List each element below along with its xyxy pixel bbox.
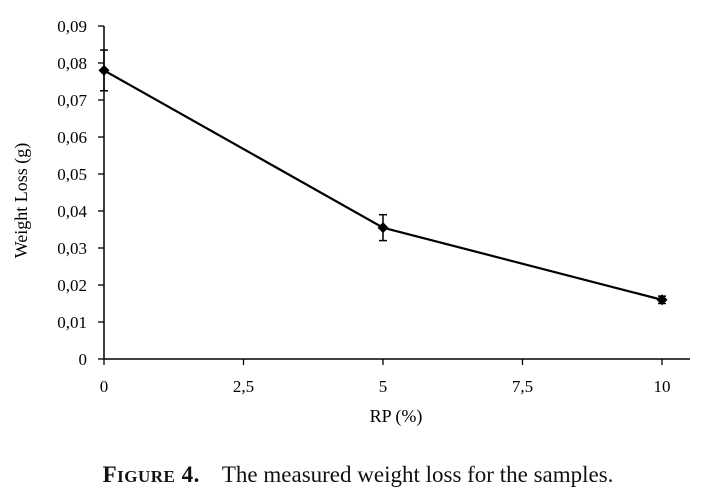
x-tick-label: 10 [654, 377, 671, 396]
series-layer [98, 49, 668, 306]
y-tick-label: 0 [79, 350, 88, 369]
y-ticks: 0 0,01 0,02 0,03 0,04 0,05 0,06 0,07 0,08 0,09 [57, 17, 104, 369]
y-tick-label: 0,03 [57, 239, 87, 258]
series-line [103, 69, 663, 301]
data-point-marker [98, 64, 110, 76]
x-tick-label: 2,5 [233, 377, 254, 396]
x-axis-title: RP (%) [370, 406, 423, 427]
line-chart: 0 0,01 0,02 0,03 0,04 0,05 0,06 0,07 0,08 0,09 0 2… [11, 17, 690, 427]
y-tick-label: 0,08 [57, 54, 87, 73]
y-tick-label: 0,01 [57, 313, 87, 332]
y-tick-label: 0,07 [57, 91, 87, 110]
data-point-marker [656, 294, 668, 306]
x-tick-label: 7,5 [512, 377, 533, 396]
figure-caption-text: The measured weight loss for the samples… [221, 462, 614, 487]
y-axis-title: Weight Loss (g) [11, 143, 32, 259]
y-tick-label: 0,02 [57, 276, 87, 295]
figure-label-number: 4. [181, 462, 200, 487]
axes [103, 26, 690, 360]
y-tick-label: 0,09 [57, 17, 87, 36]
figure-label: FIGURE 4. [103, 462, 200, 487]
figure-caption: FIGURE 4. The measured weight loss for th… [0, 462, 716, 488]
y-tick-label: 0,04 [57, 202, 87, 221]
x-tick-label: 0 [100, 377, 109, 396]
x-tick-label: 5 [379, 377, 388, 396]
figure-label-smallcaps: IGURE [117, 467, 176, 486]
data-point-marker [377, 222, 389, 234]
y-tick-label: 0,05 [57, 165, 87, 184]
y-tick-label: 0,06 [57, 128, 87, 147]
x-ticks: 0 2,5 5 7,5 10 [100, 359, 671, 396]
figure-label-initial: F [102, 462, 118, 487]
